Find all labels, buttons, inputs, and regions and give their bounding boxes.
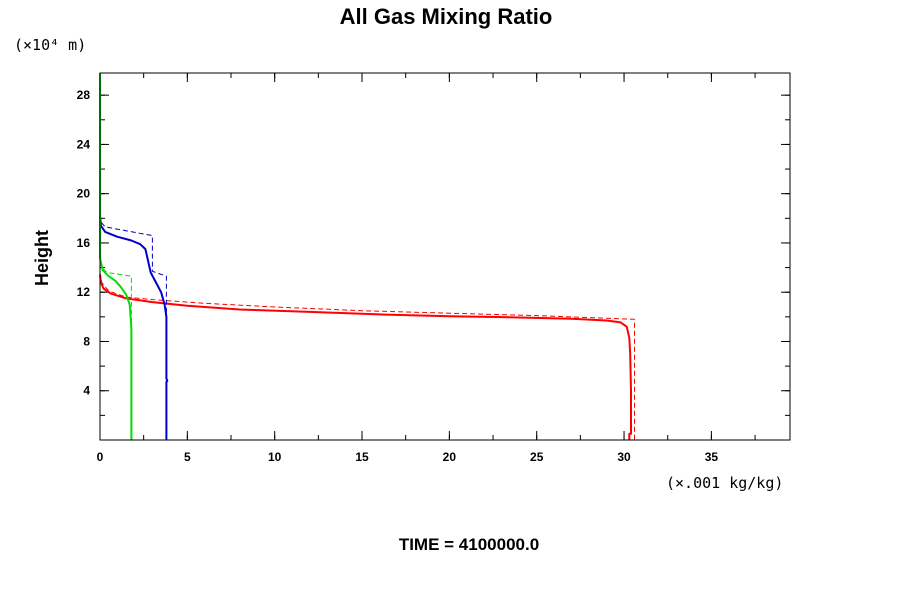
x-unit-label: (×.001 kg/kg) <box>666 474 783 492</box>
y-tick-label: 24 <box>77 137 91 151</box>
minor-ticks <box>100 73 790 440</box>
series-layer <box>99 73 635 440</box>
x-tick-label: 0 <box>97 450 104 464</box>
series-line-5 <box>99 73 133 440</box>
y-tick-label: 16 <box>77 236 91 250</box>
y-tick-label: 8 <box>83 334 90 348</box>
x-tick-label: 5 <box>184 450 191 464</box>
series-line-3 <box>99 215 169 440</box>
series-line-4 <box>99 214 167 440</box>
series-line-1 <box>99 274 632 440</box>
time-label: TIME = 4100000.0 <box>399 535 539 554</box>
series-line-6 <box>99 261 132 440</box>
y-axis-label: Height <box>32 230 52 286</box>
x-tick-label: 10 <box>268 450 282 464</box>
y-axis-ticks: 4 8 12 16 20 24 28 <box>77 88 790 398</box>
x-tick-label: 35 <box>705 450 719 464</box>
y-tick-label: 20 <box>77 187 91 201</box>
series-line-2 <box>99 272 635 440</box>
x-tick-label: 20 <box>443 450 457 464</box>
y-tick-label: 4 <box>83 384 90 398</box>
chart-title: All Gas Mixing Ratio <box>340 4 553 29</box>
x-tick-label: 15 <box>355 450 369 464</box>
plot-frame <box>99 72 791 441</box>
x-axis-ticks: 0 5 10 15 20 25 30 35 <box>97 73 719 464</box>
y-tick-label: 12 <box>77 285 91 299</box>
x-tick-label: 25 <box>530 450 544 464</box>
x-tick-label: 30 <box>617 450 631 464</box>
y-unit-label: (×10⁴ m) <box>14 36 86 54</box>
y-tick-label: 28 <box>77 88 91 102</box>
